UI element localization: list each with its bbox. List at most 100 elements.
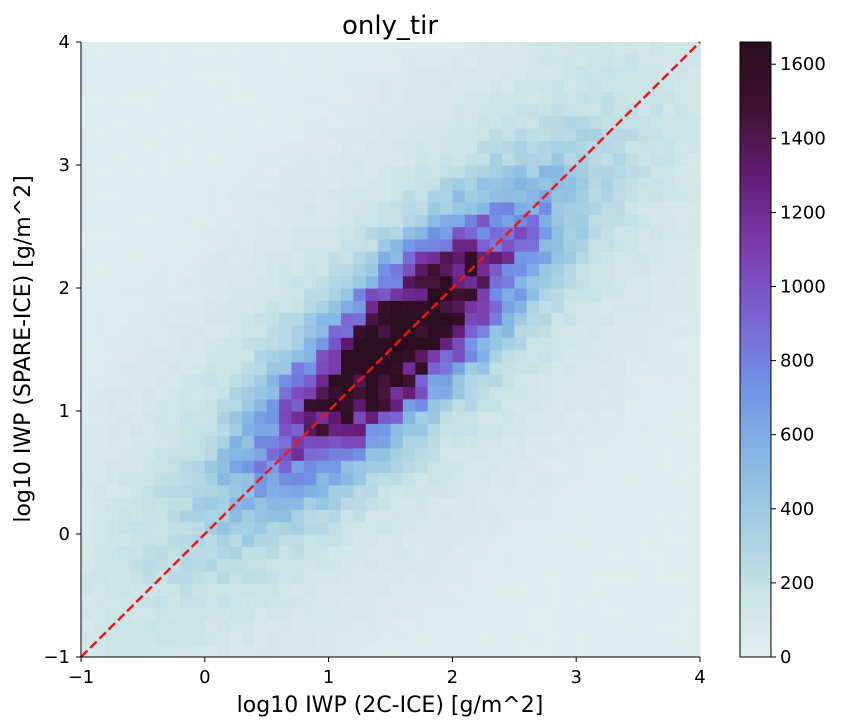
heatmap-cell: [167, 583, 181, 597]
heatmap-cell: [390, 128, 404, 141]
heatmap-cell: [291, 644, 305, 658]
heatmap-cell: [229, 337, 243, 351]
heatmap-cell: [440, 214, 453, 228]
heatmap-cell: [142, 324, 156, 338]
heatmap-cell: [130, 128, 144, 141]
heatmap-cell: [440, 115, 453, 129]
heatmap-cell: [489, 103, 503, 117]
heatmap-cell: [241, 447, 255, 461]
heatmap-cell: [501, 398, 515, 412]
heatmap-cell: [588, 497, 602, 510]
heatmap-cell: [365, 251, 379, 264]
heatmap-cell: [464, 521, 478, 535]
heatmap-cell: [303, 300, 317, 314]
heatmap-cell: [687, 201, 701, 215]
heatmap-cell: [266, 324, 280, 338]
heatmap-cell: [625, 497, 639, 510]
heatmap-cell: [142, 189, 156, 203]
heatmap-cell: [662, 583, 676, 597]
heatmap-cell: [415, 411, 429, 424]
heatmap-cell: [489, 460, 503, 474]
heatmap-cell: [390, 275, 404, 289]
heatmap-cell: [477, 300, 491, 314]
heatmap-cell: [93, 312, 107, 326]
heatmap-cell: [105, 472, 119, 486]
heatmap-cell: [539, 558, 553, 572]
heatmap-cell: [687, 558, 701, 572]
heatmap-cell: [415, 620, 429, 633]
heatmap-cell: [167, 435, 181, 449]
heatmap-cell: [427, 583, 441, 597]
heatmap-cell: [650, 275, 664, 289]
heatmap-cell: [576, 66, 590, 80]
heatmap-cell: [427, 620, 441, 633]
heatmap-cell: [415, 201, 429, 215]
heatmap-cell: [142, 595, 156, 609]
heatmap-cell: [526, 386, 540, 400]
heatmap-cell: [291, 238, 305, 252]
heatmap-cell: [378, 42, 392, 55]
heatmap-cell: [576, 103, 590, 117]
heatmap-cell: [588, 644, 602, 658]
heatmap-cell: [563, 152, 577, 166]
heatmap-cell: [229, 607, 243, 621]
heatmap-cell: [155, 275, 169, 289]
heatmap-cell: [266, 288, 280, 301]
heatmap-cell: [551, 460, 565, 474]
heatmap-cell: [229, 238, 243, 252]
heatmap-cell: [81, 201, 94, 215]
heatmap-cell: [638, 103, 652, 117]
heatmap-cell: [415, 460, 429, 474]
heatmap-cell: [402, 201, 416, 215]
heatmap-cell: [501, 263, 515, 277]
heatmap-cell: [180, 374, 194, 387]
heatmap-cell: [440, 398, 453, 412]
heatmap-cell: [316, 201, 330, 215]
heatmap-cell: [625, 201, 639, 215]
heatmap-cell: [526, 337, 540, 351]
heatmap-cell: [130, 226, 144, 240]
heatmap-cell: [303, 177, 317, 191]
heatmap-cell: [241, 423, 255, 437]
heatmap-cell: [266, 349, 280, 363]
heatmap-cell: [563, 349, 577, 363]
heatmap-cell: [217, 251, 231, 264]
heatmap-cell: [254, 324, 268, 338]
heatmap-cell: [662, 54, 676, 68]
heatmap-cell: [378, 140, 392, 154]
heatmap-cell: [638, 201, 652, 215]
heatmap-cell: [217, 189, 231, 203]
heatmap-cell: [440, 337, 453, 351]
heatmap-cell: [650, 607, 664, 621]
heatmap-cell: [155, 54, 169, 68]
heatmap-cell: [155, 66, 169, 80]
heatmap-cell: [489, 54, 503, 68]
heatmap-cell: [204, 42, 218, 55]
heatmap-cell: [142, 152, 156, 166]
heatmap-cell: [303, 42, 317, 55]
heatmap-cell: [180, 595, 194, 609]
heatmap-cell: [514, 411, 528, 424]
heatmap-cell: [229, 361, 243, 375]
heatmap-cell: [638, 177, 652, 191]
heatmap-cell: [390, 583, 404, 597]
heatmap-cell: [229, 226, 243, 240]
heatmap-cell: [440, 423, 453, 437]
heatmap-cell: [613, 201, 627, 215]
heatmap-cell: [650, 546, 664, 560]
heatmap-cell: [415, 607, 429, 621]
heatmap-cell: [378, 288, 392, 301]
heatmap-cell: [328, 534, 342, 547]
heatmap-cell: [551, 583, 565, 597]
heatmap-cell: [452, 386, 466, 400]
heatmap-cell: [365, 386, 379, 400]
heatmap-cell: [303, 349, 317, 363]
heatmap-cell: [489, 275, 503, 289]
heatmap-cell: [180, 128, 194, 141]
heatmap-cell: [316, 91, 330, 105]
heatmap-cell: [105, 361, 119, 375]
heatmap-cell: [316, 595, 330, 609]
heatmap-cell: [241, 288, 255, 301]
heatmap-cell: [229, 251, 243, 264]
heatmap-cell: [378, 201, 392, 215]
